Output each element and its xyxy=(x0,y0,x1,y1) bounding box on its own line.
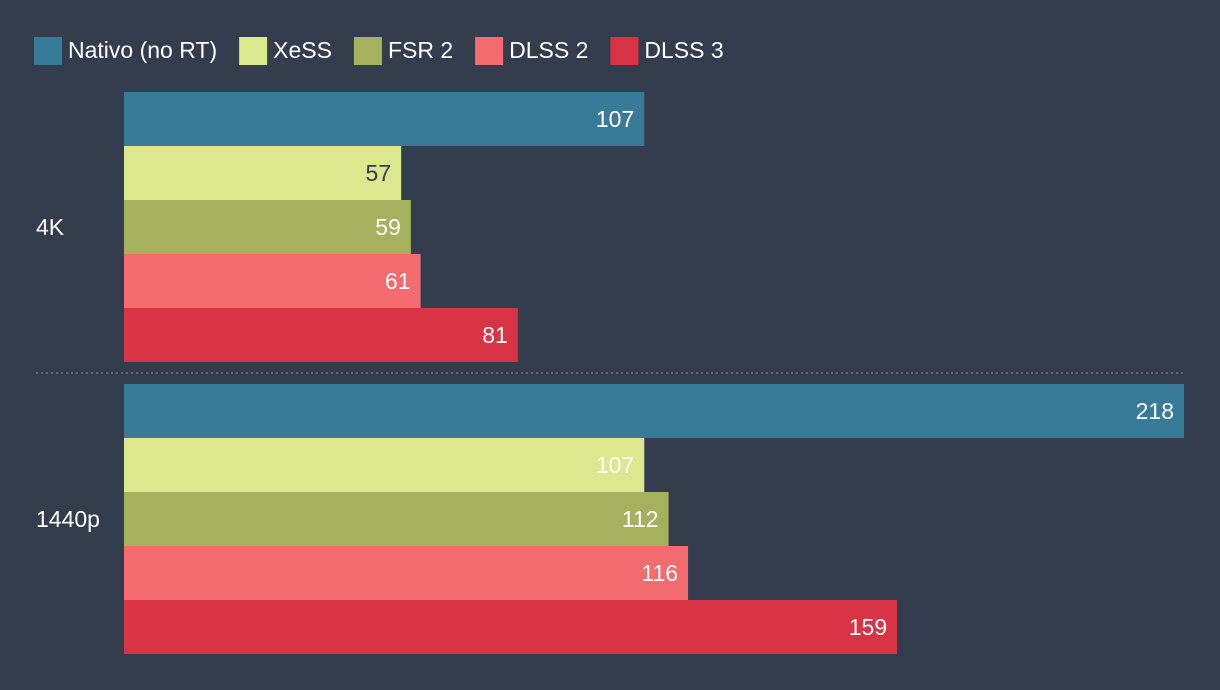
legend-label-5: DLSS 3 xyxy=(644,37,723,63)
bar-value-label-2-2: 107 xyxy=(596,452,634,478)
category-label-1: 4K xyxy=(36,214,65,240)
bar-value-label-1-2: 57 xyxy=(366,160,392,186)
bar-2-5 xyxy=(124,600,898,654)
legend-swatch-1 xyxy=(34,37,62,65)
legend-swatch-5 xyxy=(610,37,639,65)
bar-2-1 xyxy=(124,384,1184,438)
bar-1-4 xyxy=(124,254,421,308)
bar-value-label-2-1: 218 xyxy=(1136,398,1174,424)
bar-value-label-2-4: 116 xyxy=(641,560,678,586)
bar-value-label-2-3: 112 xyxy=(622,506,659,532)
legend: Nativo (no RT) XeSS FSR 2 DLSS 2 DLSS 3 xyxy=(34,37,724,65)
legend-swatch-4 xyxy=(475,37,504,65)
bar-value-label-1-5: 81 xyxy=(482,322,508,348)
legend-swatch-2 xyxy=(239,37,268,65)
category-label-2: 1440p xyxy=(36,506,100,532)
category-labels: 4K 1440p xyxy=(36,214,100,532)
bar-value-label-1-1: 107 xyxy=(596,106,634,132)
bar-value-label-2-5: 159 xyxy=(849,614,887,640)
bar-1-2 xyxy=(124,146,402,200)
legend-swatch-3 xyxy=(353,37,382,65)
bar-value-label-1-3: 59 xyxy=(375,214,401,240)
bars xyxy=(124,92,1184,654)
bar-2-4 xyxy=(124,546,689,600)
legend-label-3: FSR 2 xyxy=(388,37,453,63)
legend-label-2: XeSS xyxy=(273,37,332,63)
bar-1-1 xyxy=(124,92,645,146)
bar-2-2 xyxy=(124,438,645,492)
bar-value-label-1-4: 61 xyxy=(385,268,411,294)
bar-1-3 xyxy=(124,200,411,254)
legend-label-1: Nativo (no RT) xyxy=(68,37,217,63)
bar-value-labels: 107 57 59 61 81 218 107 112 116 159 xyxy=(366,106,1174,640)
legend-label-4: DLSS 2 xyxy=(509,37,588,63)
bar-2-3 xyxy=(124,492,669,546)
bar-1-5 xyxy=(124,308,518,362)
